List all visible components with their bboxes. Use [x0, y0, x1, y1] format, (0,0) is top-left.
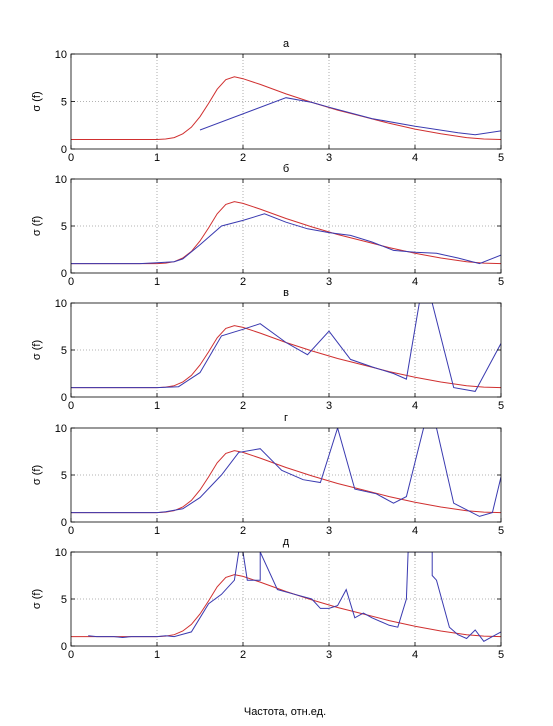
panel-title: в: [283, 287, 289, 299]
x-tick-label: 4: [412, 525, 418, 537]
y-axis-label: σ (f): [31, 340, 43, 360]
x-tick-label: 3: [326, 400, 332, 412]
y-tick-label: 0: [61, 392, 67, 404]
x-tick-label: 1: [154, 276, 160, 288]
panel-title: г: [284, 412, 288, 424]
figure-xlabel: Частота, отн.ед.: [244, 706, 326, 718]
y-tick-label: 0: [61, 517, 67, 529]
x-tick-label: 2: [240, 525, 246, 537]
y-tick-label: 5: [61, 221, 67, 233]
panel-title: б: [283, 163, 289, 175]
panel-1: 0 1 2 3 4 5 0 5 10 а σ (f): [31, 38, 504, 164]
x-tick-label: 5: [498, 400, 504, 412]
x-tick-label: 4: [412, 152, 418, 164]
series-line-red: [71, 574, 501, 638]
panel-3: 0 1 2 3 4 5 0 5 10 в σ (f): [31, 287, 504, 412]
x-tick-label: 5: [498, 276, 504, 288]
x-tick-label: 0: [68, 400, 74, 412]
y-tick-label: 10: [55, 49, 67, 61]
y-tick-label: 0: [61, 268, 67, 280]
x-tick-label: 5: [498, 649, 504, 661]
x-tick-label: 3: [326, 525, 332, 537]
x-tick-label: 2: [240, 649, 246, 661]
x-tick-label: 2: [240, 152, 246, 164]
y-tick-label: 0: [61, 641, 67, 653]
series-line-blue: [199, 97, 501, 136]
plot-area: [71, 54, 501, 149]
x-tick-label: 0: [68, 276, 74, 288]
x-tick-label: 2: [240, 400, 246, 412]
y-tick-label: 10: [55, 174, 67, 186]
plot-area: [71, 552, 501, 646]
x-tick-label: 2: [240, 276, 246, 288]
panel-title: д: [283, 536, 290, 548]
y-tick-label: 0: [61, 144, 67, 156]
x-tick-label: 4: [412, 649, 418, 661]
y-tick-label: 5: [61, 470, 67, 482]
y-tick-label: 5: [61, 97, 67, 109]
x-tick-label: 1: [154, 525, 160, 537]
series-line-red: [71, 201, 501, 265]
y-axis-label: σ (f): [31, 465, 43, 485]
x-tick-label: 4: [412, 276, 418, 288]
series-line-blue: [71, 303, 501, 392]
y-tick-label: 5: [61, 345, 67, 357]
x-tick-label: 0: [68, 152, 74, 164]
x-tick-label: 3: [326, 276, 332, 288]
x-tick-label: 1: [154, 400, 160, 412]
y-axis-label: σ (f): [31, 589, 43, 609]
plot-area: [71, 179, 501, 273]
x-tick-label: 1: [154, 152, 160, 164]
x-tick-label: 5: [498, 525, 504, 537]
panel-4: 0 1 2 3 4 5 0 5 10 г σ (f): [31, 412, 504, 537]
series-line-blue: [71, 213, 501, 265]
series-line-red: [71, 325, 501, 389]
x-tick-label: 3: [326, 649, 332, 661]
x-tick-label: 0: [68, 525, 74, 537]
y-tick-label: 10: [55, 298, 67, 310]
y-tick-label: 5: [61, 594, 67, 606]
series-line-red: [71, 76, 501, 140]
x-tick-label: 0: [68, 649, 74, 661]
x-tick-label: 4: [412, 400, 418, 412]
series-line-blue: [88, 552, 501, 642]
panel-title: а: [283, 38, 290, 50]
y-tick-label: 10: [55, 423, 67, 435]
plot-area: [71, 303, 501, 397]
x-tick-label: 1: [154, 649, 160, 661]
panel-2: 0 1 2 3 4 5 0 5 10 б σ (f): [31, 163, 504, 288]
series-line-blue: [71, 428, 501, 517]
panel-5: 0 1 2 3 4 5 0 5 10 д σ (f): [31, 536, 504, 661]
y-axis-label: σ (f): [31, 91, 43, 111]
x-tick-label: 3: [326, 152, 332, 164]
y-tick-label: 10: [55, 547, 67, 559]
series-line-red: [71, 450, 501, 514]
x-tick-label: 5: [498, 152, 504, 164]
y-axis-label: σ (f): [31, 216, 43, 236]
plot-area: [71, 428, 501, 522]
